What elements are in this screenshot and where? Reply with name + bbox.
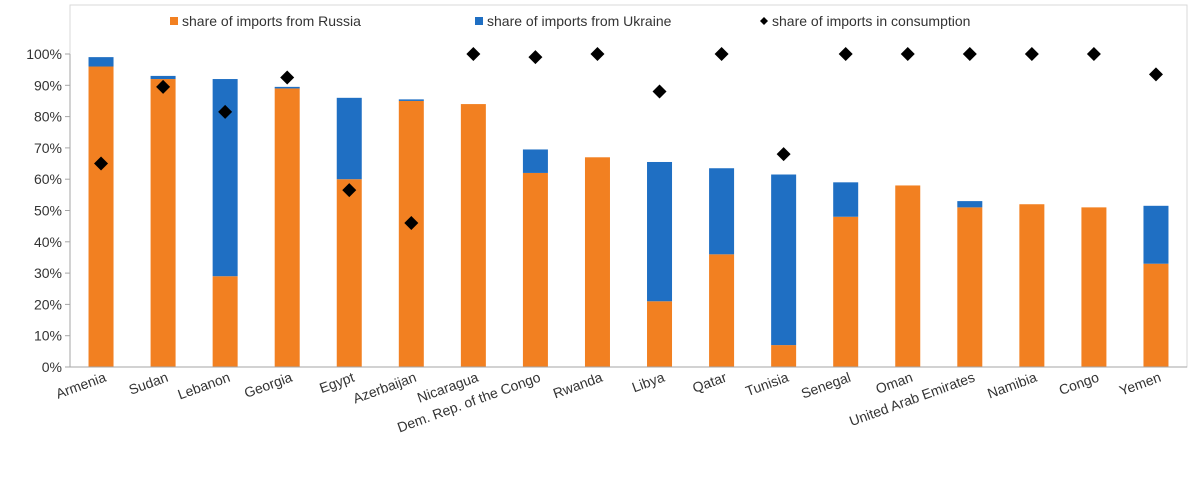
y-tick-label: 80% — [34, 109, 62, 125]
legend-label: share of imports in consumption — [772, 13, 970, 29]
x-tick-label: Qatar — [690, 369, 729, 396]
bar-ukraine-4 — [336, 97, 362, 180]
y-axis: 0% 10% 20% 30% 40% 50% 60% 70% 80% 90% 100% — [26, 46, 71, 375]
bar-ukraine-1 — [150, 75, 176, 80]
y-tick-label: 20% — [34, 296, 62, 312]
bars — [88, 57, 1169, 368]
bar-russia-5 — [398, 100, 424, 367]
marker-consumption-9 — [652, 84, 667, 99]
legend-label: share of imports from Russia — [182, 13, 361, 29]
bar-russia-4 — [336, 179, 362, 367]
marker-consumption-16 — [1086, 47, 1101, 61]
bar-russia-2 — [212, 276, 238, 367]
bar-russia-8 — [584, 157, 610, 367]
marker-consumption-7 — [528, 50, 543, 65]
marker-consumption-14 — [962, 47, 977, 61]
bar-ukraine-17 — [1143, 205, 1169, 264]
x-axis: Armenia Sudan Lebanon Georgia EgyptAzerbaija… — [54, 366, 1187, 435]
x-tick-label: Tunisia — [743, 369, 791, 399]
marker-consumption-0 — [94, 156, 109, 171]
marker-consumption-8 — [590, 47, 605, 61]
y-tick-label: 60% — [34, 171, 62, 187]
bar-russia-1 — [150, 79, 176, 367]
marker-consumption-12 — [838, 47, 853, 61]
x-tick-label: Libya — [630, 369, 667, 396]
marker-consumption-13 — [900, 47, 915, 61]
marker-consumption-11 — [776, 147, 791, 162]
marker-consumption-15 — [1024, 47, 1039, 61]
bar-russia-15 — [1019, 204, 1045, 367]
y-tick-label: 70% — [34, 140, 62, 156]
bar-russia-14 — [957, 207, 983, 367]
bar-ukraine-9 — [647, 161, 673, 302]
bar-ukraine-5 — [398, 99, 424, 101]
marker-consumption-2 — [218, 104, 233, 119]
x-tick-label: Georgia — [242, 369, 294, 401]
y-tick-label: 30% — [34, 265, 62, 281]
bar-russia-7 — [522, 172, 548, 367]
marker-consumption-10 — [714, 47, 729, 61]
bar-ukraine-3 — [274, 86, 300, 89]
marker-consumption-5 — [404, 216, 419, 231]
legend: share of imports from Russia share of imp… — [170, 13, 970, 29]
bar-russia-12 — [833, 216, 859, 367]
y-tick-label: 50% — [34, 203, 62, 219]
bar-russia-6 — [460, 104, 486, 367]
x-tick-label: Senegal — [799, 369, 853, 402]
legend-label: share of imports from Ukraine — [487, 13, 672, 29]
bar-ukraine-10 — [709, 168, 735, 255]
bar-russia-0 — [88, 66, 114, 368]
marker-consumption-1 — [156, 79, 171, 94]
x-tick-label: Azerbaijan — [351, 369, 419, 407]
legend-swatch-consumption — [760, 17, 768, 25]
bar-russia-9 — [647, 301, 673, 367]
markers — [94, 47, 1163, 231]
marker-consumption-17 — [1148, 67, 1163, 82]
bar-russia-11 — [771, 345, 797, 367]
bar-ukraine-0 — [88, 57, 114, 67]
x-tick-label: Congo — [1057, 369, 1101, 398]
bar-russia-17 — [1143, 263, 1169, 367]
legend-swatch-russia — [170, 17, 178, 25]
bar-russia-16 — [1081, 207, 1107, 367]
y-tick-label: 0% — [42, 359, 62, 375]
marker-consumption-6 — [466, 47, 481, 61]
bar-russia-3 — [274, 88, 300, 368]
y-tick-label: 100% — [26, 46, 62, 62]
x-tick-label: Lebanon — [175, 369, 232, 403]
bar-ukraine-7 — [522, 149, 548, 173]
y-tick-label: 10% — [34, 328, 62, 344]
marker-consumption-4 — [342, 183, 357, 198]
x-tick-label: Sudan — [127, 369, 171, 398]
y-tick-label: 90% — [34, 77, 62, 93]
x-tick-label: Rwanda — [551, 369, 605, 402]
bar-ukraine-14 — [957, 201, 983, 208]
bar-ukraine-12 — [833, 182, 859, 217]
x-tick-label: Namibia — [985, 369, 1039, 402]
bar-russia-10 — [709, 254, 735, 367]
bar-ukraine-11 — [771, 174, 797, 346]
bar-russia-13 — [895, 185, 921, 367]
legend-swatch-ukraine — [475, 17, 483, 25]
marker-consumption-3 — [280, 70, 295, 85]
x-tick-label: Yemen — [1117, 369, 1163, 399]
y-tick-label: 40% — [34, 234, 62, 250]
